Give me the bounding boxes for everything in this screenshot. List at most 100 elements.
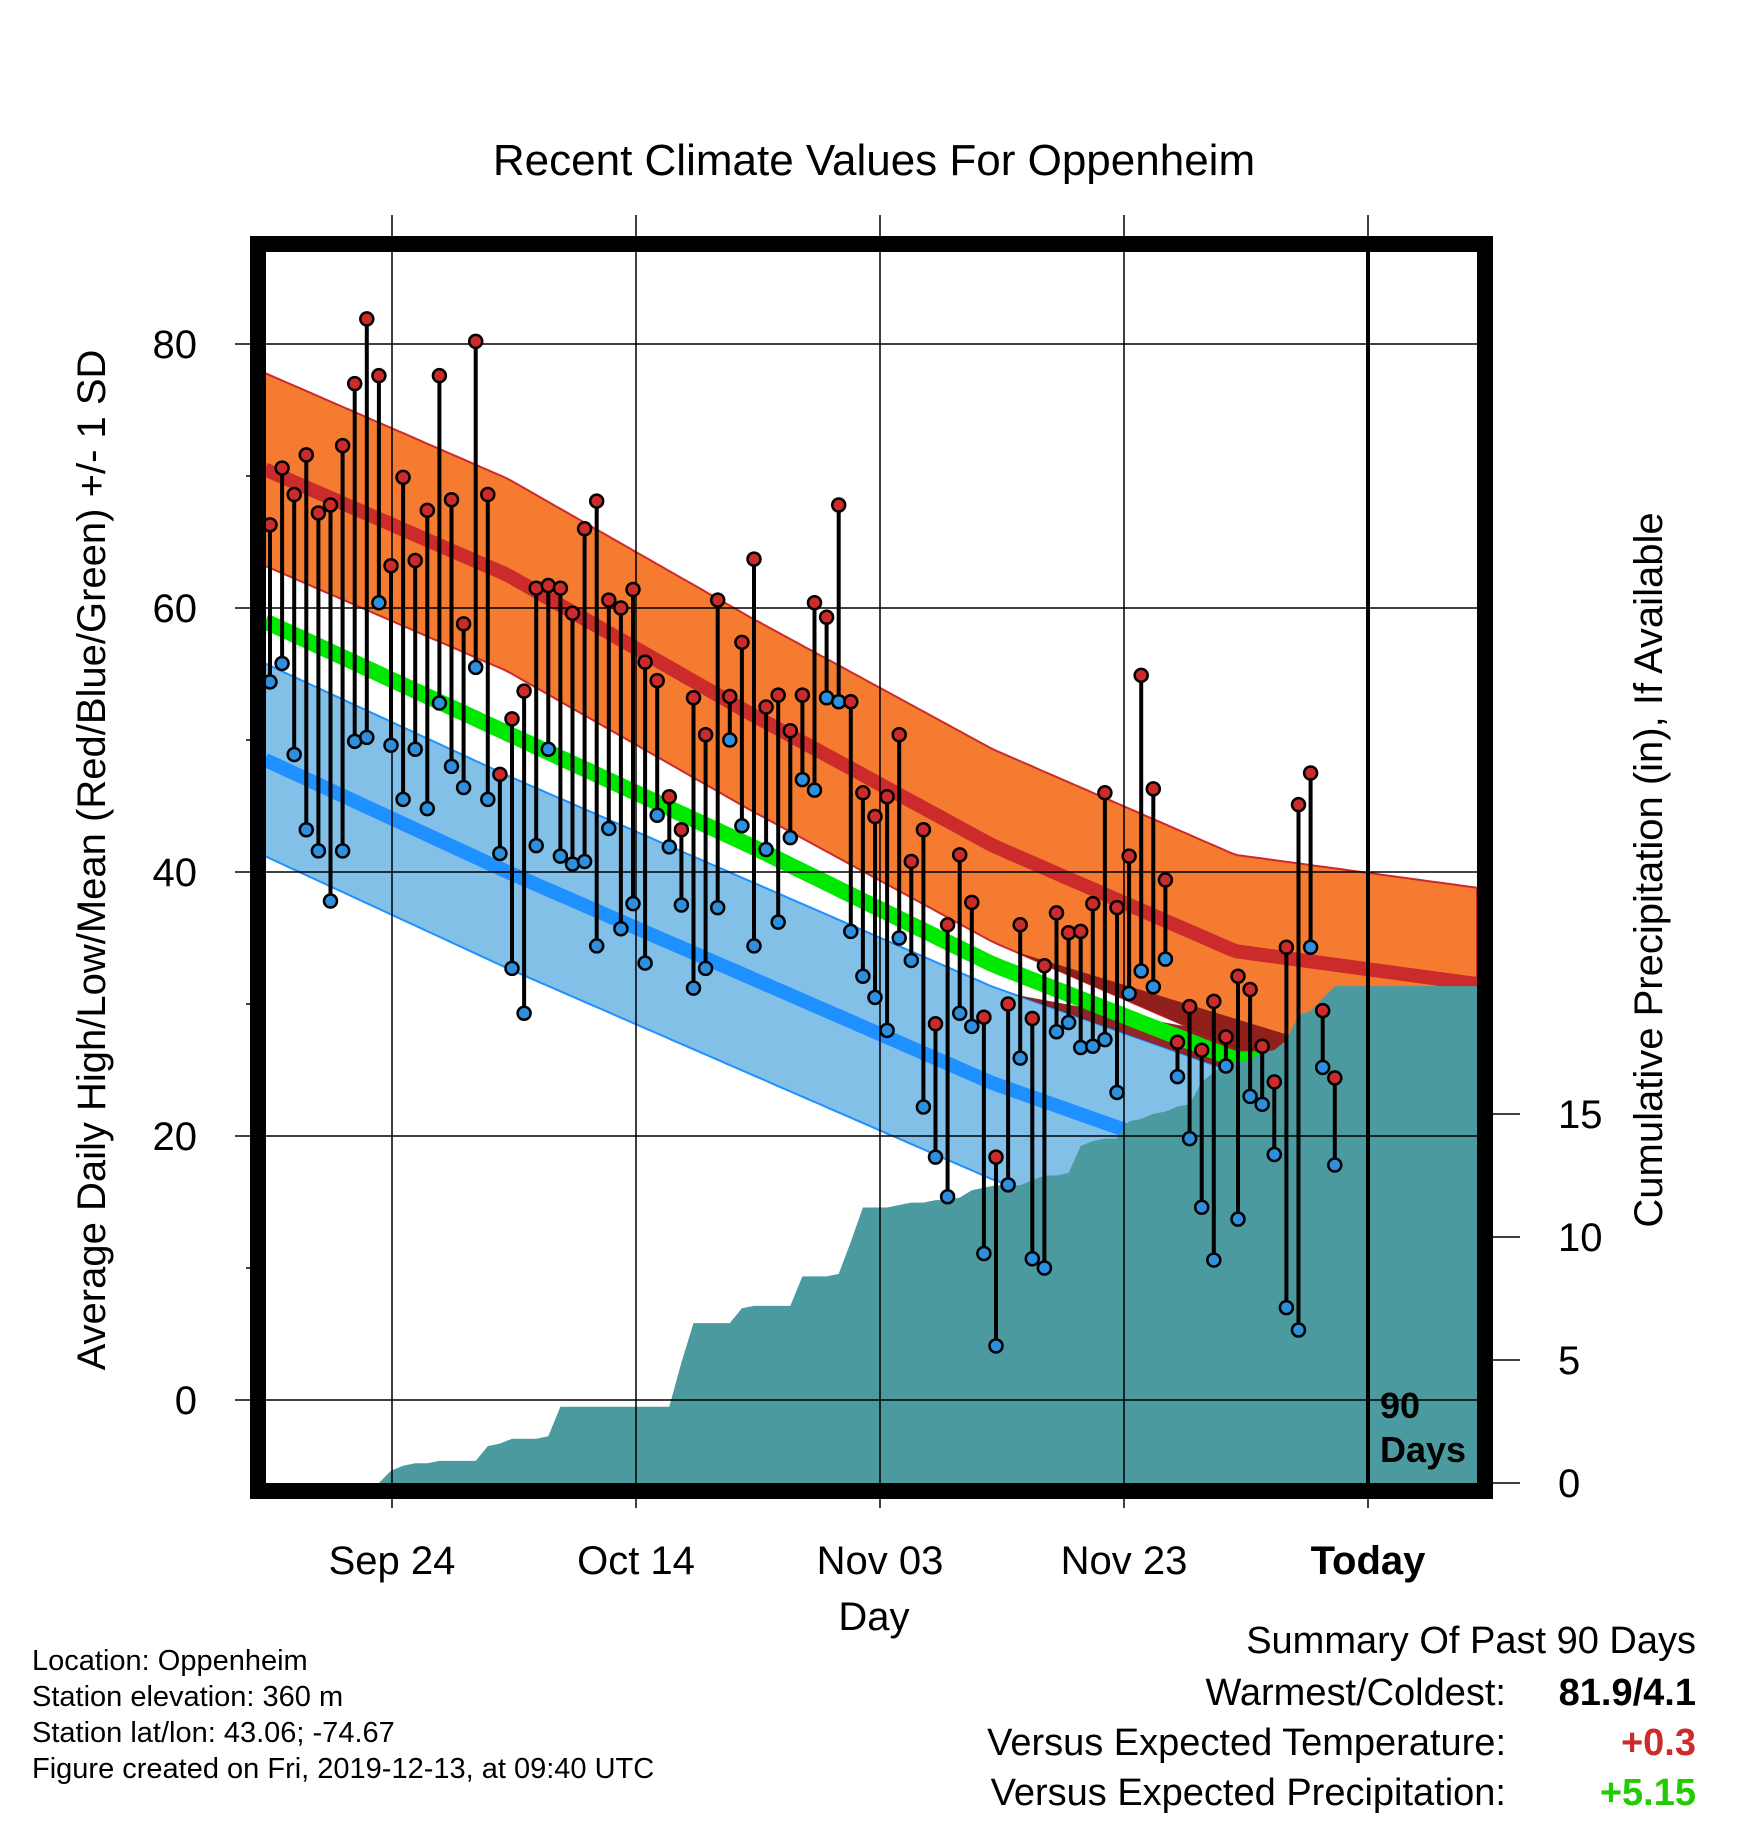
daily-high-point xyxy=(625,581,641,598)
daily-high-point xyxy=(1218,1029,1234,1045)
daily-high-point xyxy=(601,592,617,608)
daily-high-point xyxy=(286,486,302,503)
warm-cold-value: 81.9/4.1 xyxy=(1558,1672,1696,1714)
daily-high-point xyxy=(782,723,799,739)
daily-low-point xyxy=(1060,1014,1077,1031)
daily-high-point xyxy=(1085,895,1101,912)
x-tick-label: Nov 23 xyxy=(1061,1539,1188,1583)
x-tick-label: Oct 14 xyxy=(577,1539,695,1583)
daily-low-point xyxy=(1085,1038,1101,1054)
daily-low-point xyxy=(758,841,774,858)
daily-high-point xyxy=(1242,981,1258,998)
daily-high-point xyxy=(746,551,762,567)
daily-low-point xyxy=(480,791,496,808)
daily-low-point xyxy=(601,820,617,837)
daily-high-point xyxy=(1109,899,1125,916)
daily-high-point xyxy=(770,687,786,703)
daily-high-point xyxy=(697,726,714,743)
daily-low-point xyxy=(976,1245,992,1262)
summary-precip: Versus Expected Precipitation: +5.15 xyxy=(991,1772,1696,1815)
daily-high-point xyxy=(1121,848,1137,864)
daily-low-point xyxy=(1290,1322,1307,1338)
daily-low-point xyxy=(1157,951,1174,967)
daily-low-point xyxy=(383,737,399,754)
daily-high-point xyxy=(649,672,665,689)
daily-high-point xyxy=(1327,1070,1343,1086)
precip-label: Versus Expected Precipitation: xyxy=(990,1772,1506,1814)
plot-inner xyxy=(265,243,1478,1483)
daily-high-point xyxy=(903,853,920,870)
daily-low-point xyxy=(504,960,520,977)
temp-label: Versus Expected Temperature: xyxy=(987,1722,1506,1764)
daily-high-point xyxy=(637,654,653,670)
daily-high-point xyxy=(1230,968,1246,985)
station-info: Location: Oppenheim Station elevation: 3… xyxy=(32,1643,654,1787)
daily-high-point xyxy=(552,580,569,596)
daily-low-point xyxy=(855,968,871,985)
y2-tick-label: 5 xyxy=(1558,1339,1580,1383)
daily-high-point xyxy=(1133,667,1149,684)
daily-high-point xyxy=(480,486,496,503)
daily-high-point xyxy=(371,367,387,384)
created-text: Figure created on Fri, 2019-12-13, at 09… xyxy=(32,1753,655,1785)
daily-low-point xyxy=(637,955,653,971)
precip-value: +5.15 xyxy=(1599,1772,1696,1814)
location-text: Location: Oppenheim xyxy=(32,1645,308,1677)
daily-high-point xyxy=(504,711,520,727)
daily-high-point xyxy=(564,605,581,622)
daily-low-point xyxy=(1193,1199,1210,1216)
daily-high-point xyxy=(722,688,738,705)
daily-low-point xyxy=(467,659,484,676)
daily-high-point xyxy=(613,600,629,616)
daily-low-point xyxy=(673,897,690,913)
daily-low-point xyxy=(528,837,544,854)
daily-low-point xyxy=(1000,1177,1016,1193)
daily-low-point xyxy=(1278,1299,1295,1316)
daily-high-point xyxy=(346,375,363,392)
warm-cold-label: Warmest/Coldest: xyxy=(1205,1672,1506,1714)
daily-high-point xyxy=(1278,939,1295,955)
daily-low-point xyxy=(625,895,641,912)
daily-high-point xyxy=(867,808,883,825)
daily-high-point xyxy=(1012,917,1028,933)
daily-high-point xyxy=(1145,781,1162,797)
plot-frame xyxy=(250,236,1493,1499)
daily-high-point xyxy=(685,690,702,706)
daily-high-point xyxy=(879,789,895,805)
y-tick-label: 20 xyxy=(153,1115,198,1159)
daily-low-point xyxy=(649,807,665,823)
daily-low-point xyxy=(939,1188,956,1205)
daily-low-point xyxy=(1327,1157,1343,1173)
daily-low-point xyxy=(395,791,411,808)
daily-high-point xyxy=(661,789,678,805)
daily-high-point xyxy=(359,311,375,327)
daily-low-point xyxy=(1230,1211,1246,1227)
daily-high-point xyxy=(1254,1038,1270,1054)
x-tick-label: Sep 24 xyxy=(329,1539,456,1583)
daily-low-point xyxy=(431,695,448,711)
summary-heading: Summary Of Past 90 Days xyxy=(1246,1620,1696,1662)
daily-low-point xyxy=(1109,1084,1125,1101)
daily-high-point xyxy=(455,616,472,632)
daily-high-point xyxy=(540,577,557,594)
daily-low-point xyxy=(1169,1068,1186,1085)
daily-low-point xyxy=(951,1005,968,1021)
daily-high-point xyxy=(830,497,847,513)
daily-low-point xyxy=(734,818,750,834)
daily-high-point xyxy=(951,847,968,863)
y2-tick-label: 15 xyxy=(1558,1093,1603,1137)
daily-high-point xyxy=(915,822,932,838)
daily-high-point xyxy=(1302,765,1319,781)
daily-low-point xyxy=(371,594,387,611)
daily-low-point xyxy=(697,960,714,977)
daily-high-point xyxy=(794,687,811,703)
daily-high-point xyxy=(274,460,290,476)
daily-low-point xyxy=(1218,1058,1234,1074)
daily-high-point xyxy=(1000,996,1016,1012)
daily-low-point xyxy=(1036,1260,1053,1276)
daily-high-point xyxy=(516,683,532,699)
daily-high-point xyxy=(806,594,823,611)
daily-high-point xyxy=(1072,923,1089,940)
